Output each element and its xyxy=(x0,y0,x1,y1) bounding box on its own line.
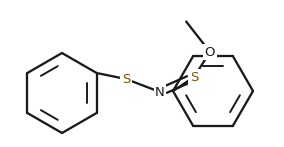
Text: O: O xyxy=(205,46,215,59)
Text: S: S xyxy=(190,71,198,83)
Text: S: S xyxy=(122,72,130,86)
Text: N: N xyxy=(155,86,165,98)
